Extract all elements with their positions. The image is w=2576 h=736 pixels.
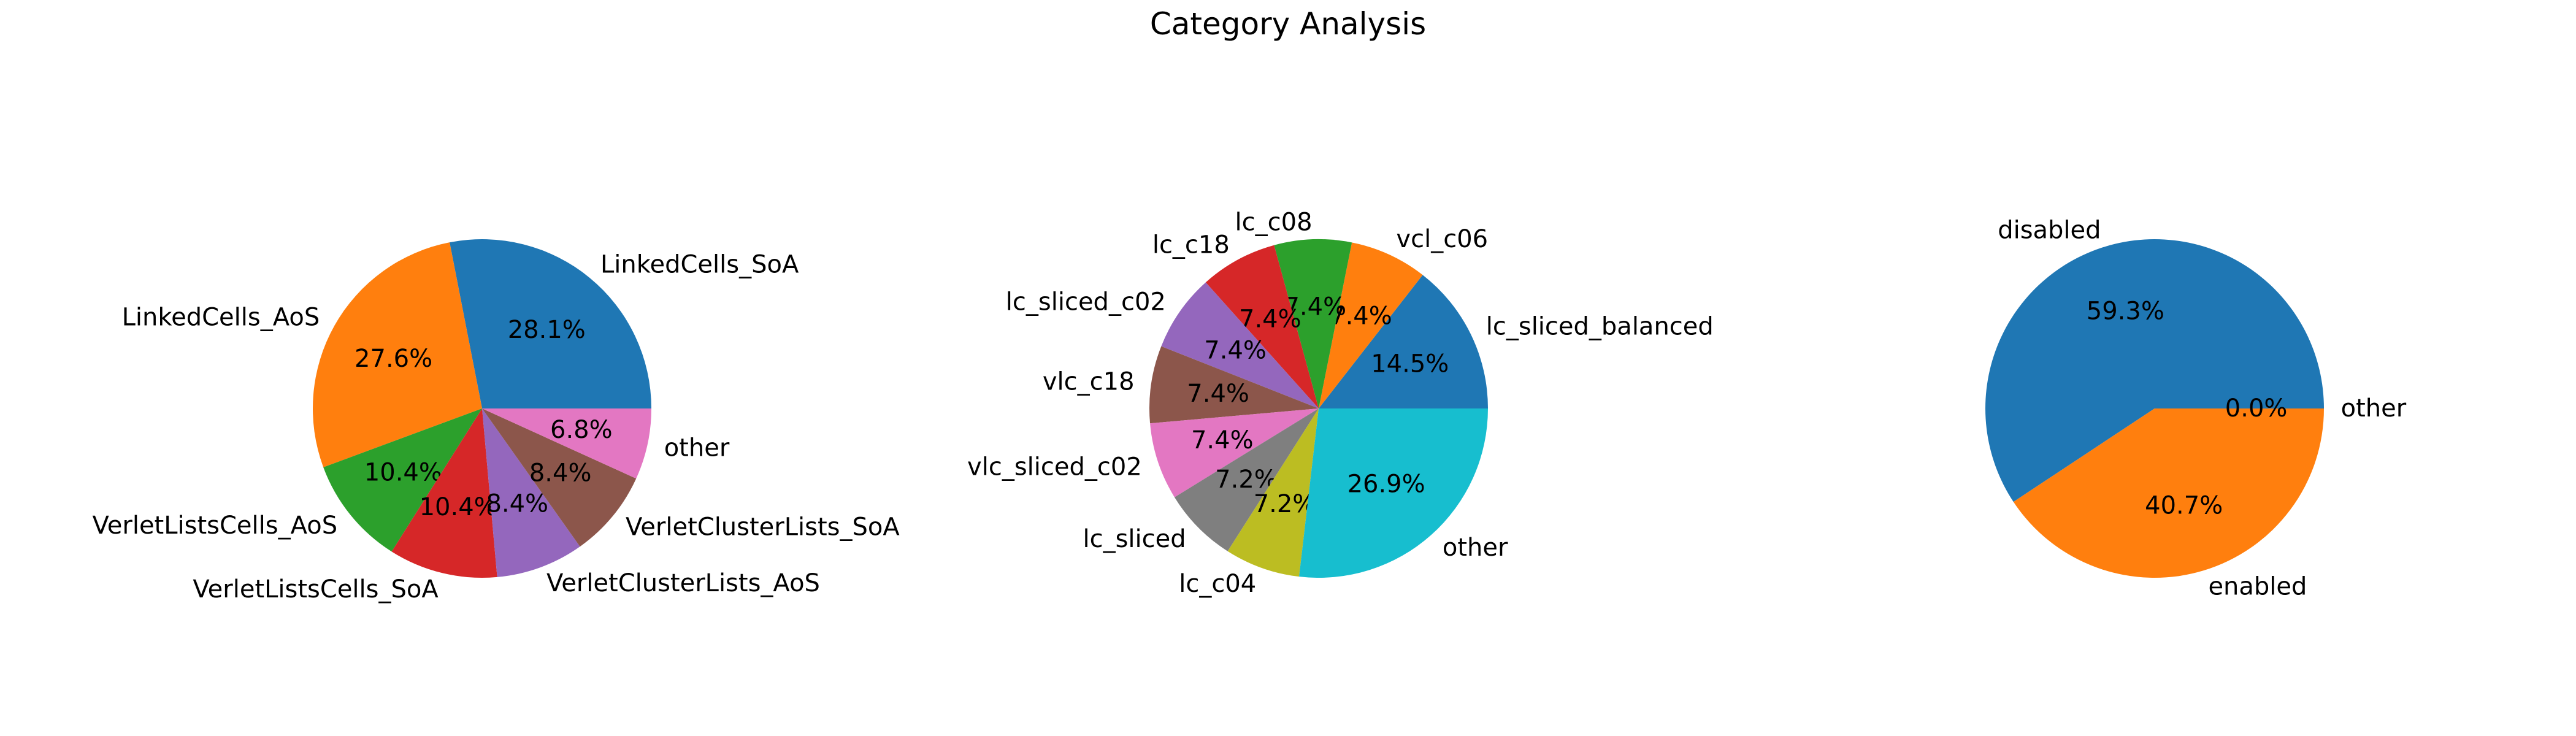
pie-2-label-lc-c18: lc_c18 — [1152, 231, 1230, 259]
pie-1-wedge-verletlistscells-soa — [391, 408, 497, 578]
pie-1-wedge-verletclusterlists-soa — [482, 408, 637, 547]
pie-2-label-lc-sliced-balanced: lc_sliced_balanced — [1486, 313, 1714, 341]
pie-2-wedge-other — [1299, 408, 1488, 578]
pie-2-wedge-lc-sliced-balanced — [1319, 275, 1488, 408]
pie-3-label-disabled: disabled — [1998, 216, 2101, 244]
pie-1-pct-verletlistscells-aos: 10.4% — [364, 458, 442, 486]
figure-title: Category Analysis — [1150, 6, 1426, 42]
pie-1-pct-verletlistscells-soa: 10.4% — [420, 493, 497, 521]
pie-2-wedge-lc-sliced — [1174, 408, 1319, 551]
pie-chart-3: disabled 59.3% enabled 40.7% other 0.0% — [1985, 216, 2407, 601]
pie-2-wedge-vcl-c06 — [1319, 242, 1423, 408]
pie-2-pct-other: 26.9% — [1347, 470, 1425, 499]
pie-2-wedge-lc-c04 — [1227, 408, 1319, 577]
pie-3-wedge-disabled — [1985, 239, 2325, 502]
pie-1-pct-linkedcells-soa: 28.1% — [508, 316, 586, 344]
pie-3-label-other: other — [2341, 394, 2407, 423]
pie-2-pct-vlc-c18: 7.4% — [1187, 380, 1249, 408]
pie-2-label-vcl-c06: vcl_c06 — [1396, 225, 1488, 253]
pie-2-pct-vlc-sliced-c02: 7.4% — [1191, 426, 1254, 454]
pie-3-label-enabled: enabled — [2208, 573, 2307, 601]
pie-1-pct-verletclusterlists-soa: 8.4% — [529, 459, 592, 487]
pie-1-wedge-verletclusterlists-aos — [482, 408, 580, 577]
pie-2-wedge-lc-c18 — [1205, 245, 1319, 408]
pie-2-label-lc-sliced-c02: lc_sliced_c02 — [1006, 288, 1166, 316]
pie-2-pct-lc-sliced-balanced: 14.5% — [1371, 350, 1449, 378]
pie-2-label-lc-sliced: lc_sliced — [1083, 525, 1186, 553]
pie-1-wedge-verletlistscells-aos — [323, 408, 482, 552]
pie-2-pct-lc-sliced-c02: 7.4% — [1204, 336, 1267, 364]
pie-3-pct-enabled: 40.7% — [2145, 492, 2223, 520]
pie-2-pct-lc-c18: 7.4% — [1239, 305, 1301, 334]
pie-chart-1: LinkedCells_SoA 28.1% LinkedCells_AoS 27.6%… — [93, 239, 900, 604]
pie-3-pct-other: 0.0% — [2225, 394, 2288, 423]
pie-1-label-verletlistscells-aos: VerletListsCells_AoS — [93, 512, 338, 540]
pie-2-wedge-vlc-c18 — [1149, 346, 1319, 424]
pie-1-label-verletclusterlists-aos: VerletClusterLists_AoS — [546, 569, 820, 597]
pie-3-pct-disabled: 59.3% — [2087, 297, 2164, 325]
pie-1-pct-verletclusterlists-aos: 8.4% — [486, 489, 548, 518]
pie-1-wedge-linkedcells-aos — [313, 242, 482, 467]
pie-1-pct-linkedcells-aos: 27.6% — [355, 345, 432, 373]
pie-2-wedge-lc-sliced-c02 — [1161, 282, 1319, 408]
pie-2-wedge-vlc-sliced-c02 — [1150, 408, 1319, 497]
pie-2-label-other: other — [1443, 534, 1508, 562]
pie-chart-2: lc_sliced_balanced 14.5% vcl_c06 7.4% lc_c08… — [967, 209, 1714, 598]
pie-1-label-verletlistscells-soa: VerletListsCells_SoA — [193, 575, 439, 604]
pie-2-pct-vcl-c06: 7.4% — [1330, 302, 1392, 330]
pie-1-label-other: other — [664, 434, 730, 462]
pie-2-wedge-lc-c08 — [1274, 239, 1352, 408]
pie-2-label-lc-c04: lc_c04 — [1179, 570, 1256, 598]
pie-2-label-vlc-sliced-c02: vlc_sliced_c02 — [967, 453, 1142, 481]
pie-1-wedge-other — [482, 408, 651, 479]
pie-1-pct-other: 6.8% — [550, 416, 613, 444]
pie-2-pct-lc-c04: 7.2% — [1254, 490, 1316, 518]
pie-3-wedge-enabled — [2013, 408, 2324, 578]
pie-1-wedge-linkedcells-soa — [450, 239, 651, 408]
pie-2-pct-lc-sliced: 7.2% — [1215, 466, 1278, 494]
pie-1-label-linkedcells-soa: LinkedCells_SoA — [600, 251, 799, 279]
pie-2-label-lc-c08: lc_c08 — [1235, 209, 1313, 237]
pie-1-label-linkedcells-aos: LinkedCells_AoS — [122, 303, 320, 331]
pie-1-label-verletclusterlists-soa: VerletClusterLists_SoA — [626, 513, 900, 541]
pie-2-label-vlc-c18: vlc_c18 — [1043, 367, 1135, 396]
pie-2-pct-lc-c08: 7.4% — [1284, 293, 1346, 321]
